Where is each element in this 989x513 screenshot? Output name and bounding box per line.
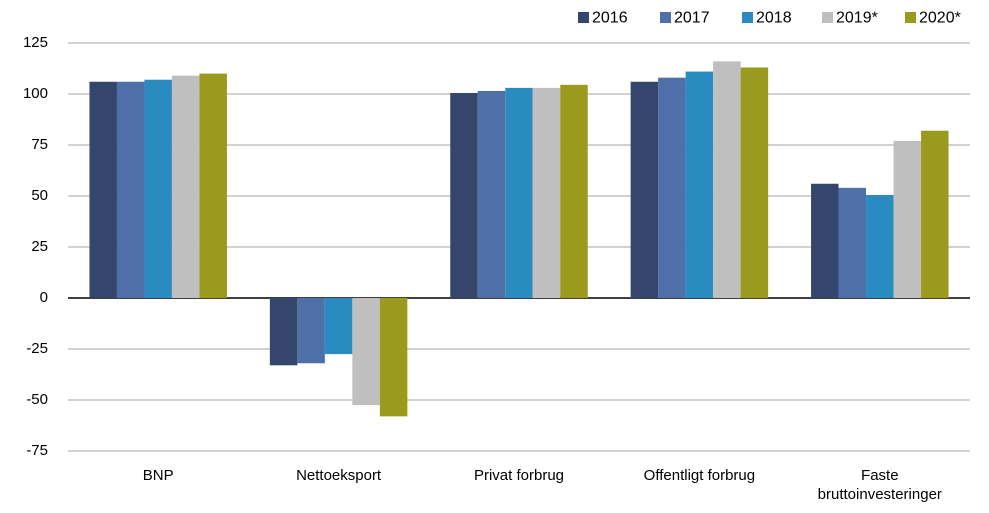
legend-swatch [578,12,589,23]
x-tick-label: BNP [142,467,174,484]
legend-label: 2020* [919,10,961,27]
y-tick-label: 50 [31,187,48,204]
bar [450,92,478,298]
bar [171,75,200,298]
bar [893,140,922,298]
bar [477,90,506,298]
bar [740,67,769,298]
y-tick-label: 75 [31,136,48,153]
bar [144,79,172,298]
bar [685,71,714,298]
legend-label: 2019* [836,10,878,27]
y-tick-label: 0 [40,289,48,306]
y-tick-label: -50 [26,391,48,408]
x-tick-label: Privat forbrug [473,467,565,484]
x-tick-label: Offentligt forbrug [643,467,756,484]
bar [297,298,325,364]
bar [89,81,117,298]
bar [866,194,894,298]
legend-label: 2017 [674,10,710,27]
y-tick-label: 25 [31,238,48,255]
bar [658,77,686,299]
y-tick-label: 125 [23,34,48,51]
bar [269,298,298,366]
bar [921,130,949,298]
bar [379,298,408,417]
bar [630,81,659,298]
bar [324,298,353,355]
bar [713,61,741,298]
legend-swatch [822,12,833,23]
legend-swatch [742,12,753,23]
legend-label: 2018 [756,10,792,27]
y-tick-label: -75 [26,442,48,459]
bar [199,73,227,298]
bar [532,87,561,298]
legend-swatch [660,12,671,23]
legend-label: 2016 [592,10,628,27]
y-tick-label: -25 [26,340,48,357]
legend-swatch [905,12,916,23]
x-tick-label: Faste bruttoinvesteringer [817,467,942,503]
x-tick-label: Nettoeksport [296,467,382,484]
bar [838,187,867,298]
bar [811,183,839,298]
bar [352,298,380,406]
y-tick-label: 100 [23,85,48,102]
bar [505,87,533,298]
bar [560,84,588,298]
bar [116,81,145,298]
